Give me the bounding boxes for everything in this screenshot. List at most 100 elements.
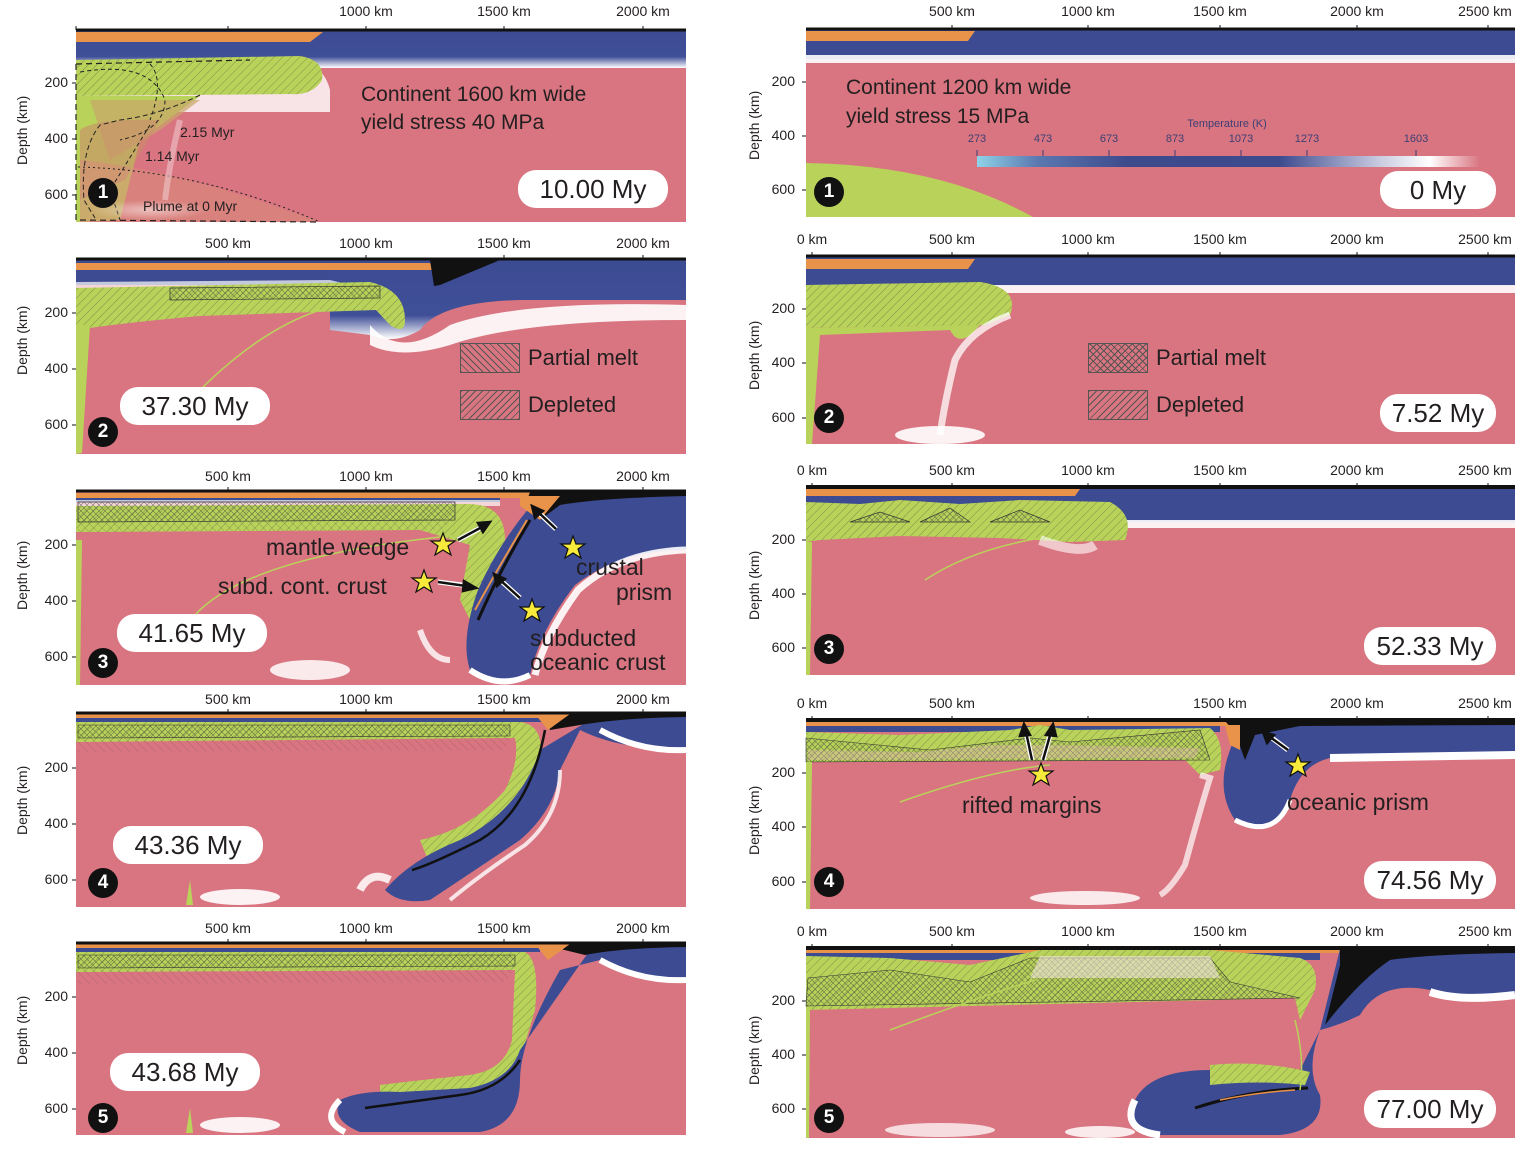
depth-tick: 600 [44, 416, 68, 432]
colorbar-tick: 673 [1099, 133, 1119, 145]
x-tick: 2000 km [616, 235, 670, 251]
x-tick: 2000 km [616, 920, 670, 936]
depth-tick: 400 [771, 585, 795, 601]
x-tick: 1500 km [1193, 695, 1247, 711]
depth-tick: 400 [44, 1044, 68, 1060]
y-axis-title: Depth (km) [14, 305, 30, 375]
model-section [802, 252, 1515, 444]
legend-label: Partial melt [528, 345, 639, 370]
right-panel-2: 0 km 500 km 1000 km 1500 km 2000 km 2500… [740, 230, 1536, 460]
x-tick: 1500 km [1193, 462, 1247, 478]
time-badge: 43.36 My [113, 826, 263, 864]
star-icon [518, 597, 546, 623]
depth-tick: 200 [44, 536, 68, 552]
x-tick: 1500 km [1193, 3, 1247, 19]
model-section [802, 944, 1516, 1139]
depth-tick: 200 [771, 764, 795, 780]
x-tick: 500 km [929, 923, 975, 939]
colorbar-tick: 473 [1033, 133, 1053, 145]
depleted-swatch [460, 390, 520, 420]
label-rifted-margins: rifted margins [962, 792, 1102, 818]
right-panel-5: 0 km 500 km 1000 km 1500 km 2000 km 2500… [740, 920, 1536, 1157]
time-badge: 52.33 My [1364, 627, 1496, 665]
star-icon [429, 531, 457, 557]
time-badge: 7.52 My [1380, 394, 1496, 432]
depth-tick: 400 [44, 360, 68, 376]
colorbar-tick: 1273 [1294, 133, 1320, 145]
x-tick: 500 km [929, 231, 975, 247]
x-tick: 0 km [796, 462, 828, 478]
depth-tick: 400 [771, 354, 795, 370]
x-tick: 500 km [205, 468, 251, 484]
partial-melt-swatch [1088, 343, 1148, 373]
depth-tick: 200 [771, 300, 795, 316]
legend-partial-melt: Partial melt [460, 343, 638, 373]
legend-depleted: Depleted [1088, 390, 1244, 420]
panel-number-badge: 3 [88, 648, 118, 678]
panel-number-badge: 4 [814, 867, 844, 897]
label-oceanic-prism: oceanic prism [1287, 789, 1429, 815]
right-panel-4: 0 km 500 km 1500 km 2000 km 2500 km [740, 690, 1536, 920]
model-section [72, 487, 687, 685]
depth-tick: 200 [44, 304, 68, 320]
x-tick: 2000 km [616, 468, 670, 484]
left-panel-3: 500 km 1000 km 1500 km 2000 km [0, 460, 700, 690]
depth-tick: 600 [771, 181, 795, 197]
partial-melt-swatch [460, 343, 520, 373]
x-tick: 1500 km [477, 3, 531, 19]
x-tick: 1500 km [477, 691, 531, 707]
x-tick: 2000 km [1330, 462, 1384, 478]
x-tick: 0 km [796, 231, 828, 247]
x-tick: 1500 km [477, 235, 531, 251]
colorbar-title: Temperature (K) [1187, 118, 1267, 130]
star-icon [410, 568, 438, 594]
x-tick: 1000 km [339, 691, 393, 707]
x-tick: 2500 km [1458, 695, 1512, 711]
x-tick: 500 km [205, 691, 251, 707]
x-tick: 2000 km [616, 3, 670, 19]
depth-tick: 200 [771, 531, 795, 547]
arrow-icon [1261, 730, 1289, 752]
continent-note-line1: Continent 1600 km wide [361, 83, 587, 106]
x-tick: 2000 km [1330, 231, 1384, 247]
x-tick: 1500 km [477, 920, 531, 936]
y-axis-title: Depth (km) [746, 90, 762, 160]
left-panel-2: 500 km 1000 km 1500 km 2000 km 200 400 6… [0, 230, 700, 460]
panel-number-badge: 5 [88, 1103, 118, 1133]
arrow-icon [457, 520, 493, 542]
panel-number-badge: 2 [88, 417, 118, 447]
x-tick: 1500 km [1193, 231, 1247, 247]
x-tick: 500 km [929, 462, 975, 478]
x-tick: 500 km [929, 3, 975, 19]
x-tick: 500 km [929, 695, 975, 711]
x-tick: 1000 km [339, 920, 393, 936]
right-panel-3: 0 km 500 km 1000 km 1500 km 2000 km 2500… [740, 460, 1536, 690]
legend-partial-melt: Partial melt [1088, 343, 1266, 373]
x-tick: 1500 km [1193, 923, 1247, 939]
depth-tick: 600 [771, 639, 795, 655]
arrow-icon [1041, 720, 1058, 761]
label-subducted-2: oceanic crust [530, 649, 666, 675]
depth-tick: 400 [44, 592, 68, 608]
x-tick: 0 km [796, 695, 828, 711]
depth-tick: 200 [44, 759, 68, 775]
model-section [72, 939, 687, 1135]
y-axis-title: Depth (km) [14, 765, 30, 835]
panel-number-badge: 4 [88, 868, 118, 898]
depleted-swatch [1088, 390, 1148, 420]
colorbar-tick: 1603 [1403, 133, 1429, 145]
star-icon [559, 534, 587, 560]
depth-tick: 600 [771, 873, 795, 889]
arrow-icon [530, 503, 557, 530]
legend-label: Depleted [528, 392, 617, 417]
panel-number-badge: 5 [814, 1103, 844, 1133]
depth-tick: 400 [771, 1046, 795, 1062]
legend-label: Partial melt [1156, 345, 1267, 370]
y-axis-title: Depth (km) [746, 1015, 762, 1085]
time-badge: 37.30 My [120, 387, 270, 425]
depth-tick: 600 [44, 648, 68, 664]
label-mantle-wedge: mantle wedge [266, 534, 410, 560]
time-badge: 10.00 My [518, 170, 668, 208]
x-tick: 2500 km [1458, 923, 1512, 939]
label-crustal-prism-1: crustal [576, 554, 644, 580]
